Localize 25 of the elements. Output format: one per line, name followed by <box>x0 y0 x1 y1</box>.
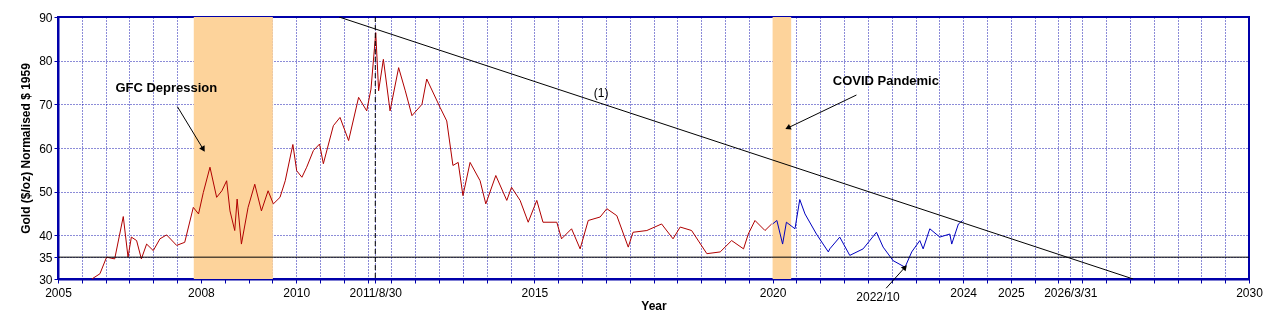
x-tick-label: 2025 <box>997 285 1025 300</box>
x-tick-label: 2005 <box>45 285 73 300</box>
x-tick-label: 2026/3/31 <box>1044 285 1098 300</box>
x-tick-label: 2010 <box>283 285 311 300</box>
line-series <box>91 32 773 279</box>
y-axis-title: Gold ($/oz) Normalised $ 1959 <box>19 62 34 234</box>
annotation: GFC Depression <box>115 80 218 96</box>
annotation: 2022/10 <box>856 290 901 305</box>
x-axis-title: Year <box>641 298 668 313</box>
x-tick-label: 2015 <box>521 285 549 300</box>
x-tick-label: 2030 <box>1236 285 1264 300</box>
y-tick-label: 60 <box>39 141 53 156</box>
y-tick-label: 40 <box>39 228 53 243</box>
series-label: (1) <box>593 86 609 101</box>
y-tick-label: 30 <box>39 272 53 287</box>
y-tick-label: 90 <box>39 10 53 25</box>
annotation: COVID Pandemic <box>832 72 939 88</box>
x-tick-label: 2008 <box>188 285 216 300</box>
y-tick-label: 50 <box>39 185 53 200</box>
x-tick-label: 2024 <box>950 285 978 300</box>
y-tick-label: 80 <box>39 54 53 69</box>
y-tick-label: 35 <box>39 250 53 265</box>
y-tick-label: 70 <box>39 97 53 112</box>
x-tick-label: 2011/8/30 <box>349 285 403 300</box>
x-tick-label: 2020 <box>759 285 787 300</box>
